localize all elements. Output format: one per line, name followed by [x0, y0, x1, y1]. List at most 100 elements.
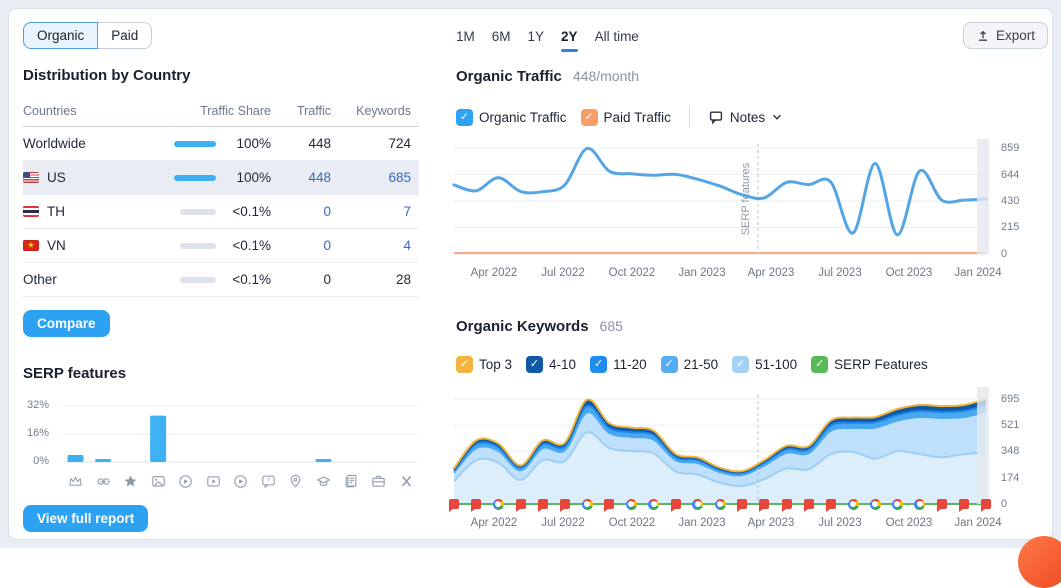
pos-4-10-checkbox[interactable]: ✓	[526, 356, 543, 373]
organic-traffic-checkbox-item[interactable]: ✓ Organic Traffic	[456, 109, 567, 126]
note-flag-marker[interactable]	[538, 499, 548, 509]
pos-51-100-checkbox-item[interactable]: ✓ 51-100	[732, 356, 797, 373]
pos-11-20-checkbox-item[interactable]: ✓ 11-20	[590, 356, 647, 373]
jobs-icon[interactable]: .fl{fill:#8f98a9;stroke:none}	[370, 473, 387, 495]
view-full-report-button[interactable]: View full report	[23, 505, 148, 532]
traffic-y-tick: 859	[1001, 142, 1019, 154]
note-flag-marker[interactable]	[471, 499, 481, 509]
featured-video-icon[interactable]: .fl{fill:#8f98a9;stroke:none}	[205, 473, 222, 495]
video-icon[interactable]: .fl{fill:#8f98a9;stroke:none}	[177, 473, 194, 495]
pos-21-50-checkbox[interactable]: ✓	[661, 356, 678, 373]
us-flag-icon	[23, 172, 39, 183]
time-tab-1y[interactable]: 1Y	[528, 29, 545, 50]
organic-traffic-value: 448/month	[573, 68, 639, 84]
google-update-marker[interactable]	[493, 499, 504, 510]
note-flag-marker[interactable]	[782, 499, 792, 509]
pos-21-50-legend-label: 21-50	[684, 357, 719, 372]
traffic-x-tick: Jul 2022	[533, 267, 593, 279]
google-update-marker[interactable]	[892, 499, 903, 510]
country-name: Other	[23, 272, 57, 287]
note-flag-marker[interactable]	[671, 499, 681, 509]
organic-traffic-chart[interactable]: SERP features	[451, 139, 991, 259]
note-flag-marker[interactable]	[449, 499, 459, 509]
export-button-label: Export	[996, 28, 1035, 43]
image-pack-icon[interactable]: .fl{fill:#8f98a9;stroke:none}	[150, 473, 167, 495]
google-update-marker[interactable]	[626, 499, 637, 510]
time-tab-all-time[interactable]: All time	[595, 29, 639, 50]
country-name: US	[47, 170, 66, 185]
keywords-value[interactable]: 4	[351, 238, 411, 253]
pos-51-100-legend-label: 51-100	[755, 357, 797, 372]
video-carousel-icon[interactable]: .fl{fill:#8f98a9;stroke:none}	[232, 473, 249, 495]
column-header-keywords[interactable]: Keywords	[301, 104, 411, 118]
google-update-marker[interactable]	[870, 499, 881, 510]
sitelinks-icon[interactable]: .fl{fill:#8f98a9;stroke:none}	[67, 473, 84, 495]
country-row-vn[interactable]: VN<0.1%04	[23, 229, 419, 263]
local-pack-icon[interactable]: .fl{fill:#8f98a9;stroke:none}	[287, 473, 304, 495]
note-flag-marker[interactable]	[560, 499, 570, 509]
paid-traffic-checkbox-item[interactable]: ✓ Paid Traffic	[581, 109, 671, 126]
google-update-marker[interactable]	[692, 499, 703, 510]
time-tab-1m[interactable]: 1M	[456, 29, 475, 50]
report-type-toggle: Organic Paid	[23, 22, 152, 49]
traffic-x-tick: Jan 2024	[948, 267, 1008, 279]
google-update-marker[interactable]	[914, 499, 925, 510]
knowledge-panel-icon[interactable]: .fl{fill:#8f98a9;stroke:none}	[315, 473, 332, 495]
note-flag-marker[interactable]	[804, 499, 814, 509]
time-tab-2y[interactable]: 2Y	[561, 29, 578, 50]
note-flag-marker[interactable]	[604, 499, 614, 509]
note-flag-marker[interactable]	[759, 499, 769, 509]
google-update-marker[interactable]	[582, 499, 593, 510]
people-also-ask-icon[interactable]: .fl{fill:#8f98a9;stroke:none}?	[260, 473, 277, 495]
top3-checkbox[interactable]: ✓	[456, 356, 473, 373]
pos-51-100-checkbox[interactable]: ✓	[732, 356, 749, 373]
organic-keywords-chart[interactable]	[451, 387, 991, 509]
keywords-value[interactable]: 7	[351, 204, 411, 219]
notes-timeline[interactable]	[451, 496, 991, 512]
note-flag-marker[interactable]	[826, 499, 836, 509]
traffic-value[interactable]: 448	[271, 170, 331, 185]
traffic-x-tick: Oct 2023	[879, 267, 939, 279]
serp-features-checkbox-item[interactable]: ✓ SERP Features	[811, 356, 928, 373]
note-flag-marker[interactable]	[516, 499, 526, 509]
pos-4-10-checkbox-item[interactable]: ✓ 4-10	[526, 356, 576, 373]
note-flag-marker[interactable]	[737, 499, 747, 509]
traffic-value[interactable]: 0	[271, 204, 331, 219]
reviews-icon[interactable]: .fl{fill:#8f98a9;stroke:none}	[122, 473, 139, 495]
compare-button[interactable]: Compare	[23, 310, 110, 337]
export-button[interactable]: Export	[963, 22, 1048, 49]
organic-toggle-button[interactable]: Organic	[23, 22, 98, 49]
serp-y-tick: 32%	[15, 399, 49, 411]
feedback-fab-button[interactable]	[1018, 536, 1061, 588]
pos-11-20-checkbox[interactable]: ✓	[590, 356, 607, 373]
traffic-y-tick: 0	[1001, 248, 1007, 260]
organic-traffic-checkbox[interactable]: ✓	[456, 109, 473, 126]
organic-traffic-title: Organic Traffic	[456, 68, 562, 85]
keywords-value[interactable]: 685	[351, 170, 411, 185]
organic-traffic-legend-label: Organic Traffic	[479, 110, 567, 125]
pos-21-50-checkbox-item[interactable]: ✓ 21-50	[661, 356, 719, 373]
note-flag-marker[interactable]	[981, 499, 991, 509]
time-tab-6m[interactable]: 6M	[492, 29, 511, 50]
notes-dropdown[interactable]: Notes	[708, 109, 783, 125]
twitter-icon[interactable]: .fl{fill:#8f98a9;stroke:none}	[398, 473, 415, 495]
top3-checkbox-item[interactable]: ✓ Top 3	[456, 356, 512, 373]
google-update-marker[interactable]	[715, 499, 726, 510]
url-icon[interactable]: .fl{fill:#8f98a9;stroke:none}	[95, 473, 112, 495]
th-flag-icon	[23, 206, 39, 217]
paid-traffic-checkbox[interactable]: ✓	[581, 109, 598, 126]
faq-icon[interactable]: .fl{fill:#8f98a9;stroke:none}	[343, 473, 360, 495]
note-flag-marker[interactable]	[937, 499, 947, 509]
serp-features-checkbox[interactable]: ✓	[811, 356, 828, 373]
google-update-marker[interactable]	[848, 499, 859, 510]
google-update-marker[interactable]	[648, 499, 659, 510]
keywords-y-tick: 348	[1001, 445, 1019, 457]
traffic-value[interactable]: 0	[271, 238, 331, 253]
paid-toggle-button[interactable]: Paid	[98, 22, 152, 49]
column-header-countries[interactable]: Countries	[23, 104, 77, 118]
note-flag-marker[interactable]	[959, 499, 969, 509]
